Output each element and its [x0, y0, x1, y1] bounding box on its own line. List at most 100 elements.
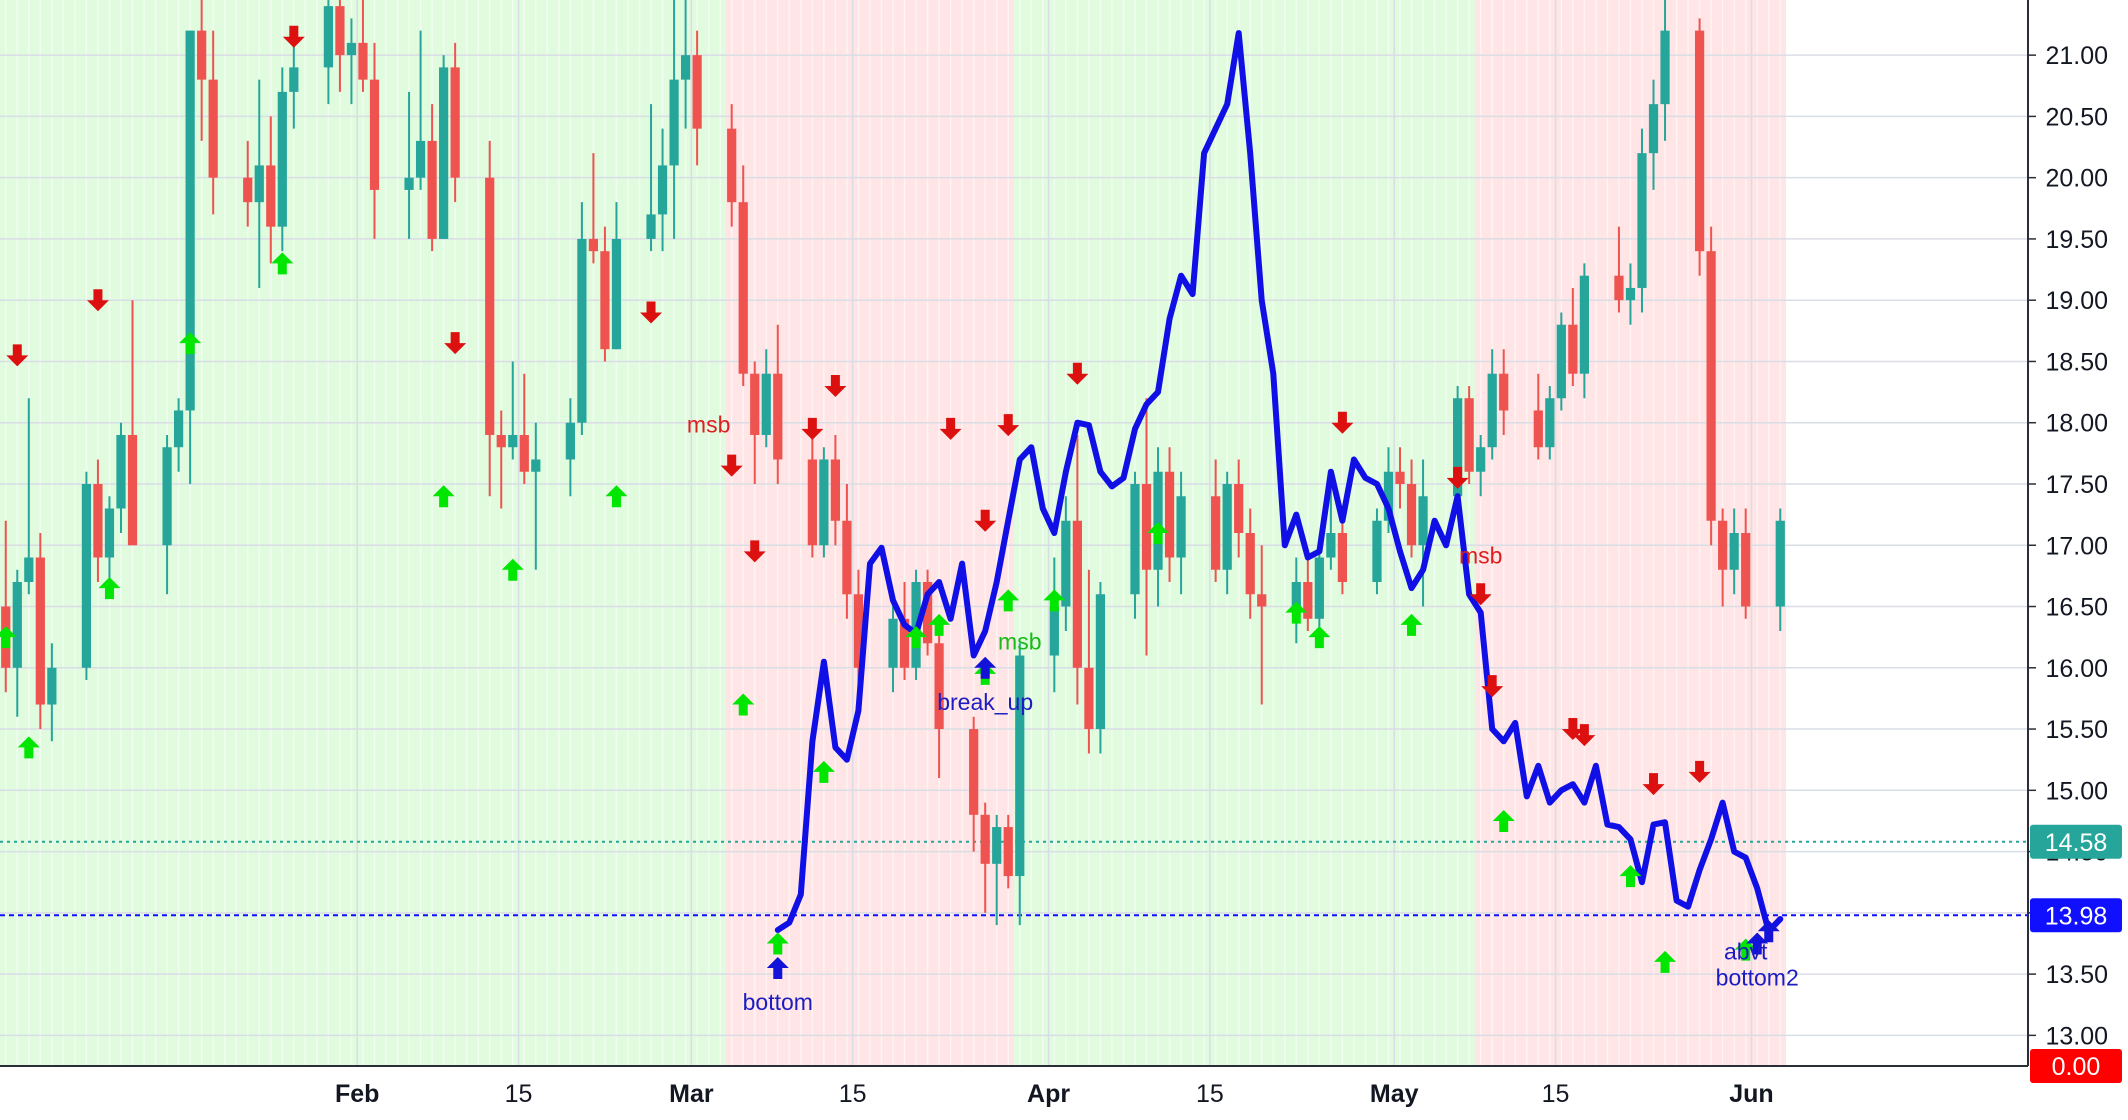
candle-body [1625, 287, 1636, 301]
candle [35, 533, 45, 730]
candle [93, 459, 103, 583]
candle [934, 631, 944, 779]
candle-body [1222, 483, 1232, 570]
candle [81, 471, 92, 681]
time-tick-label: May [1370, 1080, 1419, 1108]
candle-body [577, 238, 587, 423]
up-arrow-icon [1147, 522, 1170, 544]
time-tick-label: Mar [669, 1080, 714, 1108]
candle-body [185, 30, 195, 411]
time-tick-label: 15 [1196, 1080, 1224, 1108]
candle [657, 128, 668, 252]
candle [1729, 508, 1739, 595]
candle-body [439, 67, 449, 239]
candle [842, 483, 852, 619]
time-tick-label: 15 [505, 1080, 533, 1108]
candle [1556, 312, 1566, 411]
candle-body [969, 729, 979, 815]
candle [830, 434, 841, 546]
price-tick-label: 19.00 [2045, 287, 2108, 315]
price-tick-label: 13.50 [2045, 961, 2108, 989]
blue-up-arrow-icon [974, 656, 997, 679]
candle [335, 0, 345, 92]
candle-body [1533, 410, 1543, 448]
candle [588, 153, 599, 264]
up-arrow-icon [271, 252, 294, 275]
down-arrow-icon [1688, 760, 1711, 783]
candle [565, 398, 575, 497]
candle-body [750, 373, 760, 435]
chart-annotations: msb msb msb abvt [687, 412, 1768, 965]
candle-body [727, 128, 737, 203]
price-badge-text: 0.00 [2052, 1053, 2101, 1081]
price-badge-bg [2030, 1049, 2122, 1083]
price-label-badge: 0.00 [2030, 1049, 2122, 1083]
down-arrow-icon [801, 417, 824, 440]
candle-body [1211, 496, 1221, 570]
candle [519, 373, 529, 484]
candle-body [1694, 30, 1705, 252]
candle [646, 104, 656, 252]
candle [450, 42, 460, 203]
candle [1545, 385, 1555, 460]
candle-body [934, 643, 944, 730]
time-tick-label: Apr [1027, 1080, 1070, 1108]
time-tick-label: 15 [839, 1080, 867, 1108]
candle-body [1775, 520, 1785, 607]
annotation-msb: msb [1459, 543, 1502, 569]
candle [243, 140, 253, 227]
up-arrow-icon [17, 736, 40, 759]
annotation-msb: msb [998, 628, 1041, 654]
candle-body [266, 165, 276, 227]
candle-body [1049, 606, 1059, 656]
candle-body [1383, 471, 1394, 521]
candle [1487, 349, 1497, 460]
candle [1164, 447, 1175, 583]
candle [1476, 434, 1486, 497]
candle-body [922, 582, 933, 644]
candle [1533, 373, 1543, 460]
candle-body [1476, 447, 1486, 472]
candle-body [1153, 471, 1163, 570]
candle [162, 434, 172, 595]
candle-body [35, 557, 45, 705]
candle [1395, 447, 1405, 509]
candle [1694, 18, 1705, 276]
candle-body [1637, 153, 1647, 288]
candle-body [1718, 520, 1728, 570]
price-badge-bg [2030, 898, 2122, 933]
down-arrow-icon [86, 289, 109, 312]
candle [208, 30, 218, 215]
candle-body [692, 55, 702, 129]
candle-body [1234, 483, 1244, 533]
candle [415, 30, 426, 190]
up-arrow-icon [1043, 589, 1066, 612]
up-arrow-icon [0, 626, 17, 649]
candle-body [899, 618, 910, 668]
candle [692, 30, 702, 166]
down-arrow-icon [1561, 718, 1584, 741]
candle [1049, 557, 1059, 693]
candle-body [773, 373, 783, 460]
candle [1418, 459, 1428, 607]
candle [1291, 557, 1301, 644]
candle-body [1015, 655, 1025, 877]
candle-body [1614, 275, 1624, 301]
candle-body [173, 410, 184, 448]
candle-body [807, 459, 817, 546]
down-arrow-icon [824, 374, 847, 397]
candle-body [162, 447, 172, 546]
candle [577, 202, 587, 435]
candle [1464, 385, 1474, 484]
candle [485, 140, 495, 497]
up-arrow-icon [98, 577, 121, 600]
candle-body [116, 434, 126, 509]
candle-body [369, 79, 380, 190]
price-lines [0, 840, 2028, 917]
price-tick-label: 16.50 [2045, 594, 2108, 622]
candle-body [1568, 324, 1578, 374]
candle-body [47, 667, 57, 705]
candle-body [508, 434, 518, 448]
